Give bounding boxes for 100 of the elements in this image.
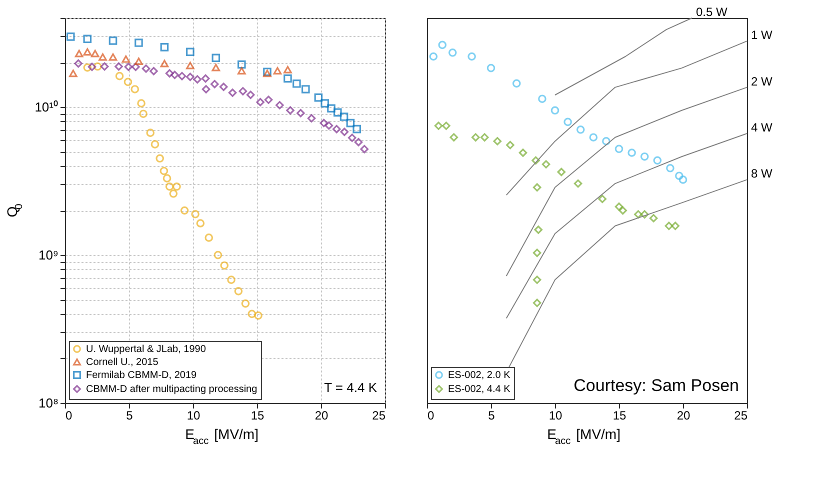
point [212,64,220,72]
point [618,206,627,215]
point [276,101,284,110]
point [212,54,220,62]
point [142,64,150,73]
point [248,310,256,318]
point [134,38,143,47]
y-tick-label: 10⁸ [38,396,58,410]
legend-label: ES-002, 4.4 K [448,384,511,395]
point [88,62,96,72]
point [518,148,528,157]
point [538,94,546,103]
point [160,166,168,176]
point [532,298,542,308]
point [532,276,542,284]
point [201,74,210,83]
point [649,214,658,222]
point [471,133,480,142]
point [346,118,355,128]
point [614,144,624,154]
point [354,138,363,146]
x-tick-label: 25 [734,408,748,422]
point [324,121,334,130]
point [124,62,133,72]
point [228,88,237,97]
point [320,99,329,108]
point [640,152,649,161]
point [296,108,305,118]
series-label: 4 W [751,120,774,134]
x-tick-label: 15 [250,408,264,422]
point [172,182,181,191]
point [332,124,341,134]
point [238,87,248,96]
point [450,133,458,142]
series-label: 8 W [751,166,774,181]
point [214,250,222,260]
point [130,85,140,94]
point [320,118,328,128]
point [628,148,636,157]
point [93,62,102,71]
legend-label: CBMM-D after multipacting processing [86,384,258,395]
point [186,62,194,70]
x-tick-label: 10 [548,408,562,422]
point [675,172,684,180]
point [333,108,342,117]
point [186,48,194,56]
point [170,70,179,80]
point [256,98,264,106]
annotation: Courtesy: Sam Posen [574,376,739,395]
point [671,222,680,230]
point [468,52,476,61]
point [90,50,100,58]
point [666,164,674,172]
point [227,276,236,284]
point [634,210,642,219]
point [83,48,92,56]
point [193,75,202,84]
point [241,299,250,308]
point [83,34,92,44]
point [292,79,301,88]
point [574,179,582,188]
x-tick-label: 0 [66,408,72,422]
series-label: 2 W [751,74,774,88]
point [115,72,124,80]
x-tick-label: 25 [372,408,386,422]
point [348,134,356,142]
point [146,128,155,137]
point [284,74,292,83]
point [532,183,542,192]
point [124,78,132,86]
point [557,168,566,176]
point [210,80,219,88]
y-tick-label: 10⁹ [38,248,58,263]
legend-label: Cornell U., 2015 [86,357,159,368]
point [202,85,210,94]
point [286,106,294,115]
x-tick-label: 20 [676,408,690,422]
point [180,206,189,215]
point [74,59,82,68]
x-tick-label: 5 [488,408,496,422]
point [512,79,521,88]
point [114,62,123,71]
annotation: T = 4.4 K [324,380,378,395]
point [108,36,118,45]
point [246,90,255,99]
point [156,154,164,163]
point [237,67,246,74]
point [98,53,107,61]
legend-label: ES-002, 2.0 K [448,370,511,381]
x-tick-label: 20 [314,408,328,422]
point [486,64,496,72]
point [69,70,78,78]
point [602,137,610,146]
point [532,156,540,165]
point [327,104,336,113]
point [438,40,447,50]
y-tick-label: 10¹⁰ [34,100,58,115]
point [237,60,246,69]
point [506,140,514,150]
point [100,62,109,71]
